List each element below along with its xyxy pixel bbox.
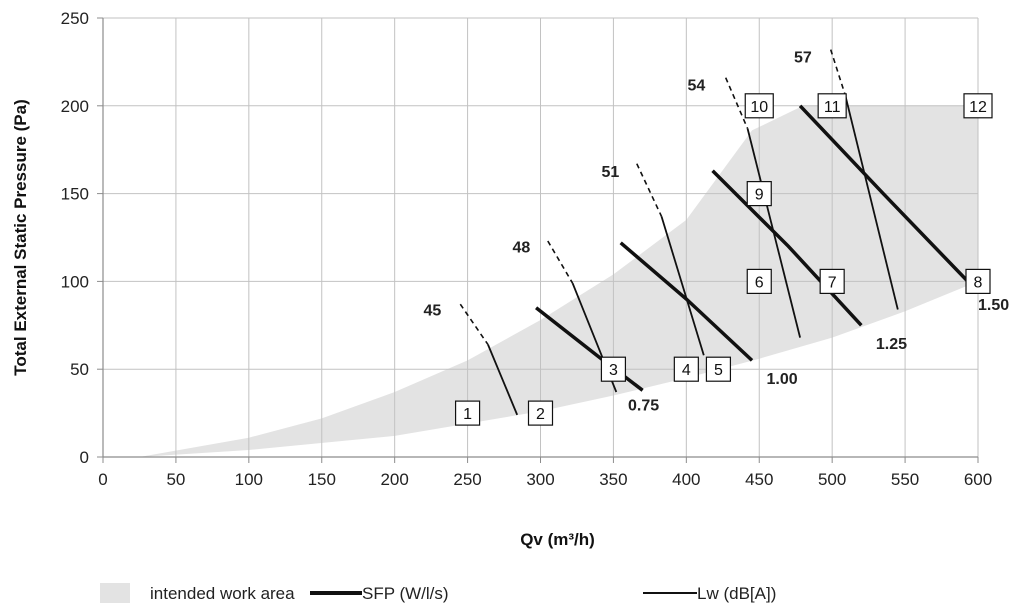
x-tick-label: 500	[818, 470, 846, 489]
x-tick-label: 250	[453, 470, 481, 489]
lw-dashed-54	[724, 77, 749, 129]
x-tick-label: 50	[166, 470, 185, 489]
legend-area-label: intended work area	[150, 584, 295, 603]
lw-dashed-57	[829, 49, 847, 96]
legend-area-swatch	[100, 583, 130, 603]
operating-point-label: 11	[824, 99, 841, 116]
lw-line-57	[844, 95, 899, 310]
operating-point-label: 2	[536, 406, 545, 423]
lw-dashed-51	[636, 163, 663, 217]
operating-point-label: 3	[609, 362, 618, 379]
lw-dashed-48	[547, 240, 574, 284]
y-tick-label: 50	[70, 360, 89, 379]
operating-point-label: 5	[714, 362, 723, 379]
x-axis-title: Qv (m³/h)	[520, 530, 595, 549]
operating-point-label: 1	[463, 406, 472, 423]
x-tick-label: 350	[599, 470, 627, 489]
operating-point-label: 7	[828, 274, 837, 291]
sfp-line-0-75	[535, 306, 644, 392]
y-tick-label: 200	[61, 97, 89, 116]
sfp-label: 1.00	[767, 371, 798, 388]
operating-point-box	[746, 181, 772, 207]
x-tick-label: 150	[308, 470, 336, 489]
sfp-label: 1.50	[978, 297, 1009, 314]
operating-point-box	[965, 268, 991, 294]
lw-label: 54	[687, 78, 705, 95]
x-tick-label: 600	[964, 470, 992, 489]
operating-point-box	[673, 356, 699, 382]
lw-label: 45	[424, 302, 442, 319]
y-tick-label: 100	[61, 272, 89, 291]
lw-label: 51	[601, 164, 619, 181]
operating-point-box	[705, 356, 732, 382]
sfp-line-1-50	[798, 104, 970, 283]
operating-point-box	[819, 268, 845, 294]
legend-sfp-label: SFP (W/l/s)	[362, 584, 449, 603]
operating-point-box	[454, 400, 481, 426]
legend-lw-label: Lw (dB[A])	[697, 584, 776, 603]
operating-point-label: 10	[750, 99, 768, 116]
legend: intended work area SFP (W/l/s) Lw (dB[A]…	[100, 583, 776, 603]
x-tick-label: 300	[526, 470, 554, 489]
y-tick-label: 250	[61, 9, 89, 28]
x-tick-label: 550	[891, 470, 919, 489]
y-axis-title: Total External Static Pressure (Pa)	[11, 99, 30, 376]
lw-dashed-45	[459, 303, 489, 346]
lw-line-54	[746, 128, 801, 338]
operating-point-label: 8	[974, 274, 983, 291]
operating-point-box	[600, 356, 627, 382]
x-tick-label: 100	[235, 470, 263, 489]
y-tick-label: 0	[80, 448, 89, 467]
operating-point-box	[744, 93, 774, 119]
operating-point-label: 9	[755, 187, 764, 204]
x-tick-label: 450	[745, 470, 773, 489]
operating-point-label: 4	[682, 362, 691, 379]
operating-point-label: 6	[755, 274, 764, 291]
sfp-label: 0.75	[628, 397, 659, 414]
operating-point-box	[963, 93, 993, 119]
lw-line-51	[660, 216, 705, 356]
x-tick-label: 200	[380, 470, 408, 489]
lw-label: 57	[794, 50, 812, 67]
operating-point-box	[817, 93, 847, 119]
sfp-line-1-25	[711, 169, 863, 327]
operating-point-label: 12	[969, 99, 987, 116]
operating-point-box	[746, 268, 772, 294]
lw-line-45	[487, 344, 519, 416]
lw-label: 48	[512, 239, 530, 256]
y-tick-label: 150	[61, 185, 89, 204]
x-tick-label: 0	[98, 470, 107, 489]
operating-point-box	[527, 400, 554, 426]
x-tick-label: 400	[672, 470, 700, 489]
sfp-label: 1.25	[876, 336, 907, 353]
